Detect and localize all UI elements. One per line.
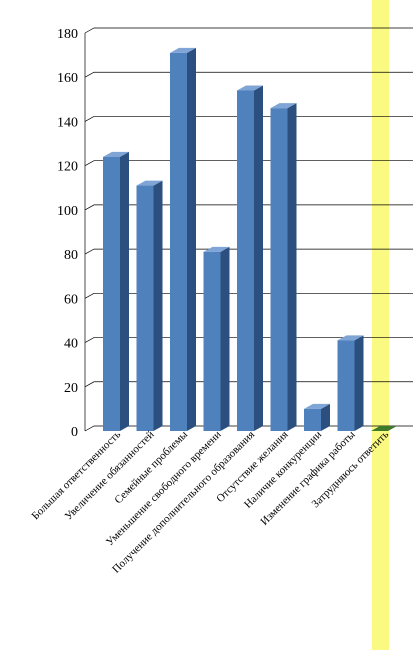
bar-top: [371, 426, 397, 431]
gridlines: [84, 27, 413, 432]
bar: [136, 180, 163, 431]
bar-front: [337, 340, 355, 431]
y-tick-label: 160: [57, 71, 78, 86]
y-tick-label: 140: [57, 115, 78, 130]
bar-front: [170, 52, 187, 432]
gridline: [84, 381, 413, 388]
bar: [237, 85, 263, 431]
highlight-band: [372, 0, 389, 650]
bar-top: [203, 246, 230, 252]
bars: [103, 47, 397, 432]
bar: [371, 426, 397, 431]
bar-front: [304, 408, 321, 431]
bar-top: [103, 151, 129, 157]
gridline: [84, 337, 413, 343]
bar-side: [321, 403, 330, 431]
bar-top: [337, 335, 364, 341]
bar-front: [203, 251, 221, 431]
bar: [103, 151, 129, 432]
gridline: [84, 292, 413, 299]
gridline: [84, 160, 413, 166]
bar-side: [187, 47, 196, 432]
y-tick-label: 180: [57, 27, 78, 42]
bar-top: [237, 85, 263, 91]
bar-front: [103, 156, 120, 432]
y-tick-label: 80: [64, 248, 78, 263]
bar-front: [270, 108, 288, 431]
gridline: [84, 204, 413, 211]
bar: [203, 246, 230, 431]
gridline: [84, 27, 413, 34]
bar-side: [254, 85, 263, 431]
gridline: [84, 248, 413, 255]
bar-side: [220, 246, 230, 431]
gridline: [84, 71, 413, 78]
y-tick-label: 40: [64, 337, 78, 352]
bar-side: [287, 103, 297, 431]
y-tick-label: 20: [64, 381, 78, 396]
y-tick-label: 120: [57, 160, 78, 175]
y-axis-tick-labels: 0 20 40 60 80 100 120 140 160 180: [57, 27, 78, 440]
bar-top: [304, 403, 330, 409]
y-tick-label: 100: [57, 204, 78, 219]
bar: [337, 335, 364, 431]
bar-top: [136, 180, 163, 186]
y-tick-label: 60: [64, 292, 78, 307]
bar-side: [153, 180, 163, 431]
bar-top: [270, 103, 297, 109]
bar-top: [170, 47, 196, 53]
bar: [170, 47, 196, 432]
y-tick-label: 0: [71, 425, 78, 440]
bar-front: [237, 90, 254, 431]
bar-side: [120, 151, 129, 432]
gridline: [84, 116, 413, 122]
bar: [304, 403, 330, 431]
bar-side: [354, 335, 364, 431]
bar: [270, 103, 297, 431]
bar-front: [136, 185, 154, 431]
